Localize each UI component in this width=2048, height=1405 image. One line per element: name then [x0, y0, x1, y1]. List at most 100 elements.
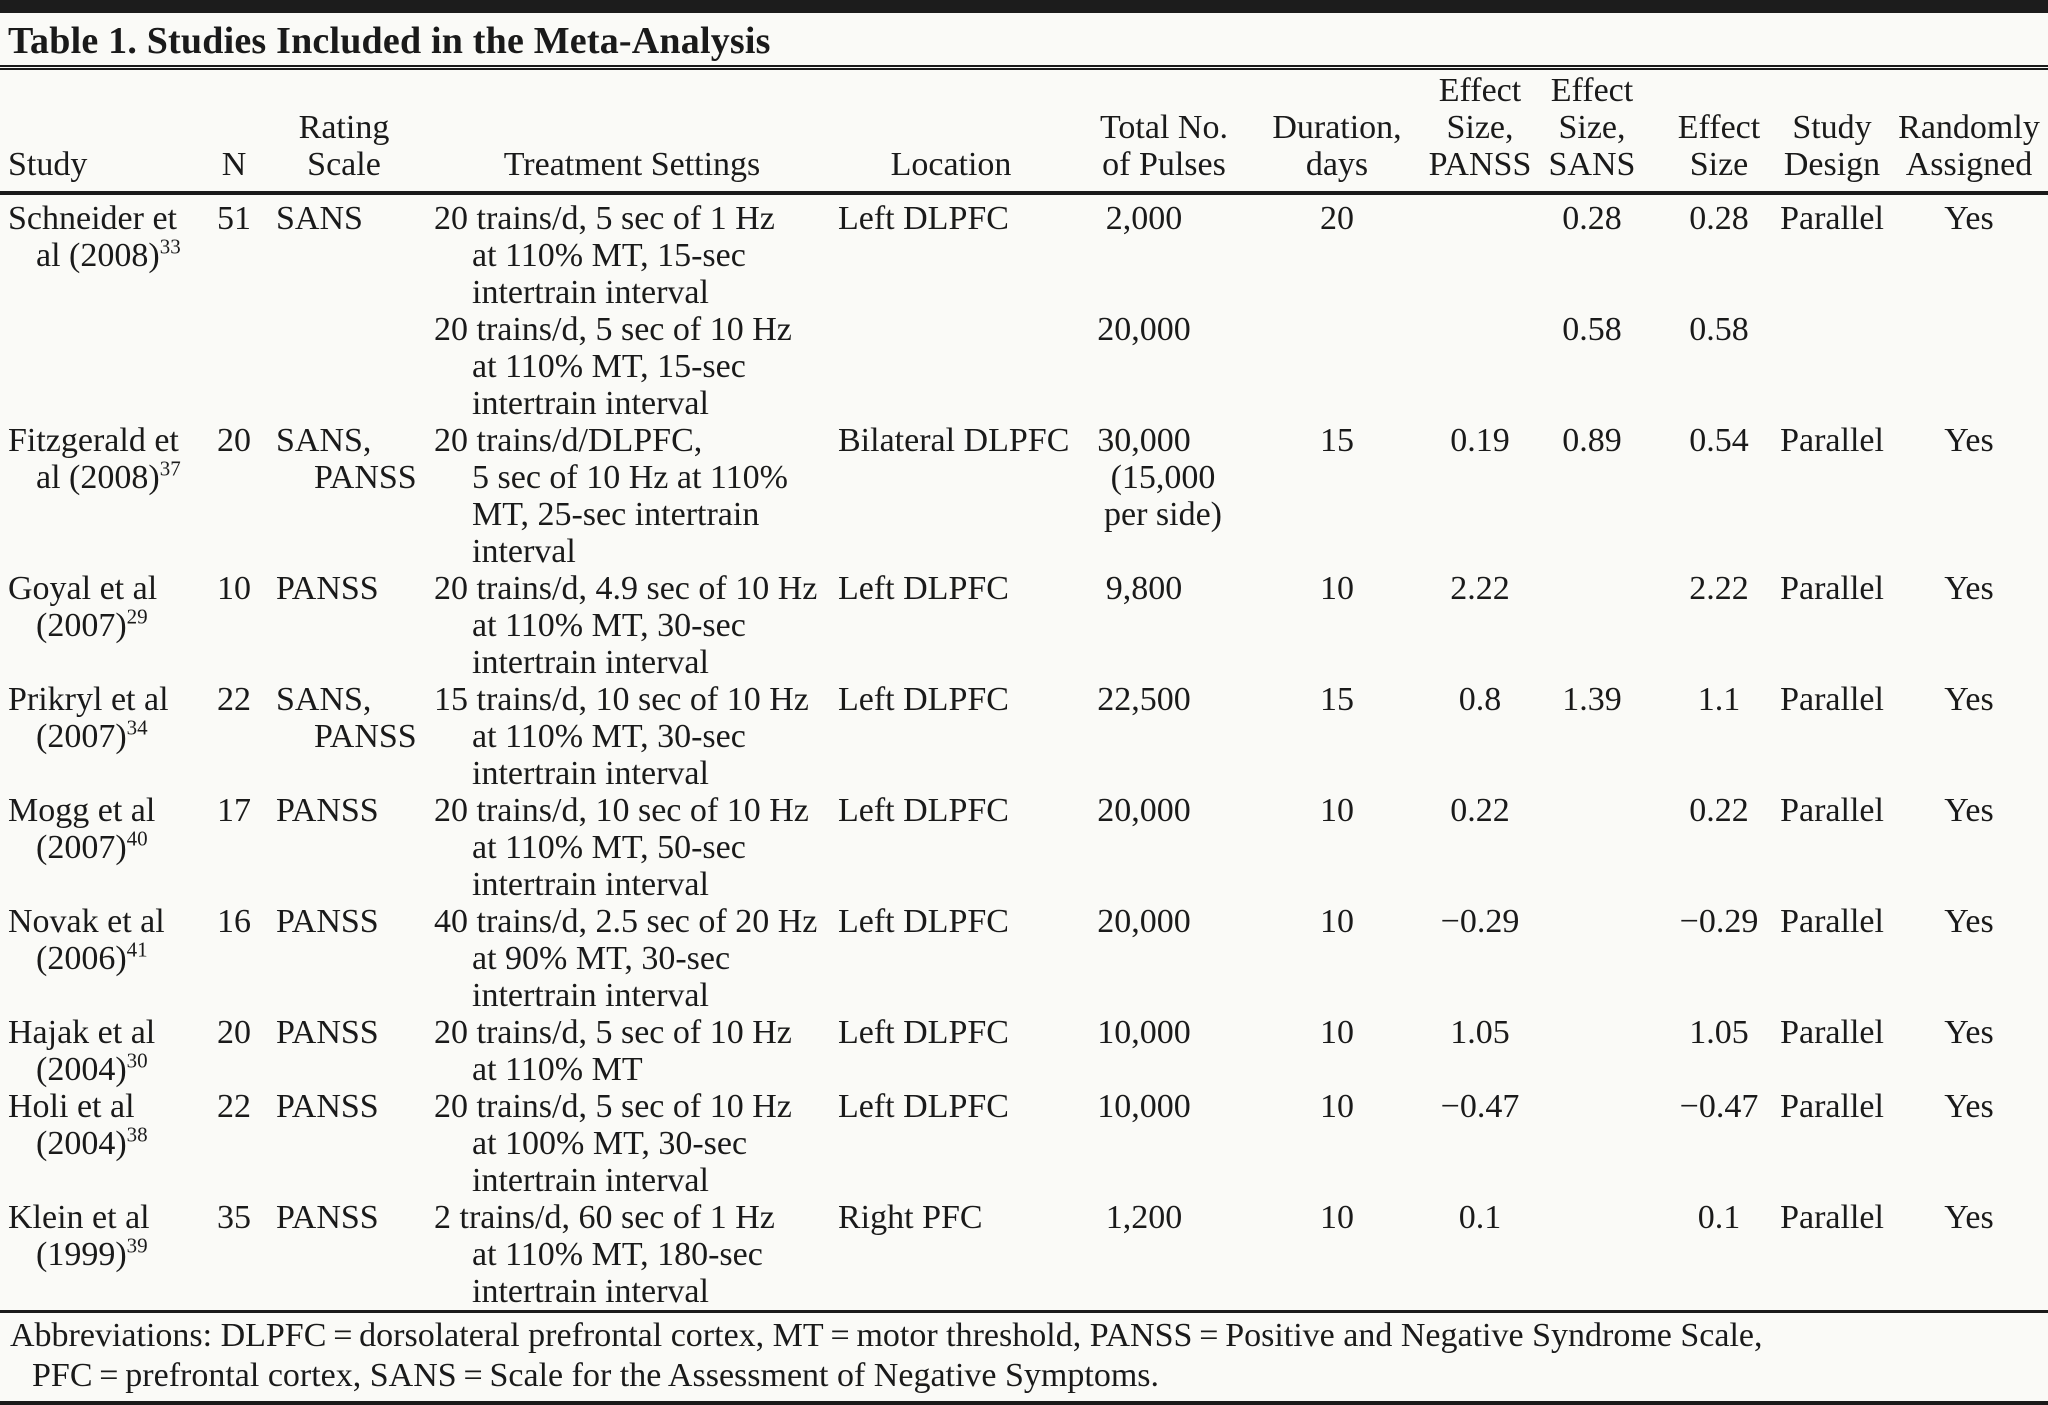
- cell-rating-scale: PANSS: [260, 792, 428, 903]
- column-header-study-design: Study Design: [1774, 70, 1890, 195]
- cell-duration-days: 15: [1262, 681, 1412, 792]
- cell-rating-scale: PANSS: [260, 1088, 428, 1199]
- cell-line: per side): [1104, 496, 1223, 533]
- cell-line: 20 trains/d/DLPFC,: [434, 422, 703, 459]
- cell-line: Parallel: [1780, 570, 1884, 607]
- cell-line: Fitzgerald et: [8, 422, 179, 459]
- reference-superscript: 38: [126, 1122, 148, 1147]
- cell-effect-size-sans: 0.89: [1548, 422, 1664, 570]
- cell-line: of Pulses: [1102, 146, 1226, 183]
- studies-table: Study N Rating Scale Treatment Settings Locat…: [0, 70, 2048, 1313]
- cell-line: 16: [217, 903, 251, 940]
- cell-line: [1412, 200, 1548, 237]
- cell-effect-size-panss: −0.29: [1412, 903, 1548, 1014]
- cell-effect-size-sans: [1548, 570, 1664, 681]
- cell-line: PANSS: [276, 1088, 379, 1125]
- cell-line: 2.22: [1450, 570, 1510, 607]
- cell-effect-size-sans: [1548, 903, 1664, 1014]
- column-header-randomly-assigned: Randomly Assigned: [1890, 70, 2048, 195]
- table-row: Goyal et al (2007)29 10 PANSS 20 trains/d, 4…: [0, 570, 2048, 681]
- cell-line: 0.54: [1689, 422, 1749, 459]
- cell-line: 9,800: [1105, 570, 1183, 607]
- cell-line: 20 trains/d, 10 sec of 10 Hz: [434, 792, 809, 829]
- cell-line: Right PFC: [838, 1199, 983, 1236]
- cell-treatment-settings: 20 trains/d, 5 sec of 10 Hz at 110% MT: [428, 1014, 836, 1088]
- cell-line: intertrain interval: [472, 1273, 709, 1310]
- cell-n: 20: [208, 1014, 260, 1088]
- cell-effect-size-sans: [1548, 1199, 1664, 1313]
- cell-n: 51: [208, 193, 260, 422]
- cell-line: [1548, 1199, 1636, 1236]
- cell-line: (2004)30: [36, 1048, 148, 1088]
- table-row: Hajak et al (2004)30 20 PANSS 20 trains/d, 5…: [0, 1014, 2048, 1088]
- cell-duration-days: 15: [1262, 422, 1412, 570]
- cell-line: 20 trains/d, 5 sec of 1 Hz: [434, 200, 775, 237]
- cell-study-design: Parallel: [1774, 1199, 1890, 1313]
- cell-line: Size: [1689, 146, 1749, 183]
- cell-location: Left DLPFC: [836, 193, 1066, 422]
- cell-line: Left DLPFC: [838, 200, 1009, 237]
- cell-effect-size-panss: 2.22: [1412, 570, 1548, 681]
- cell-line: (1999)39: [36, 1233, 148, 1273]
- reference-superscript: 33: [159, 234, 181, 259]
- table-title: Table 1. Studies Included in the Meta-An…: [8, 20, 771, 62]
- cell-line: Parallel: [1780, 200, 1884, 237]
- cell-location: Left DLPFC: [836, 681, 1066, 792]
- cell-effect-size-sans: 0.28 0.58: [1548, 193, 1664, 422]
- cell-line: 0.58: [1689, 311, 1749, 348]
- table-row: Novak et al (2006)41 16 PANSS 40 trains/d, 2…: [0, 903, 2048, 1014]
- cell-duration-days: 10: [1262, 1088, 1412, 1199]
- reference-superscript: 30: [126, 1048, 148, 1073]
- cell-line: intertrain interval: [472, 866, 709, 903]
- cell-line: 15: [1320, 681, 1354, 718]
- cell-randomly-assigned: Yes: [1890, 681, 2048, 792]
- cell-line: 20: [217, 1014, 251, 1051]
- cell-line: SANS,: [276, 681, 372, 718]
- cell-n: 10: [208, 570, 260, 681]
- cell-study: Holi et al (2004)38: [0, 1088, 208, 1199]
- cell-line: Hajak et al: [8, 1014, 156, 1051]
- cell-effect-size-panss: 0.8: [1412, 681, 1548, 792]
- cell-line: 2.22: [1689, 570, 1749, 607]
- cell-line: 1.05: [1689, 1014, 1749, 1051]
- cell-rating-scale: PANSS: [260, 1199, 428, 1313]
- cell-line: Prikryl et al: [8, 681, 169, 718]
- cell-line: 0.19: [1450, 422, 1510, 459]
- cell-line: 20,000: [1097, 792, 1191, 829]
- cell-study: Schneider et al (2008)33: [0, 193, 208, 422]
- cell-line: at 110% MT, 50-sec: [472, 829, 746, 866]
- cell-randomly-assigned: Yes: [1890, 903, 2048, 1014]
- cell-duration-days: 10: [1262, 903, 1412, 1014]
- cell-line: 30,000: [1097, 422, 1191, 459]
- cell-line: Yes: [1944, 422, 1994, 459]
- cell-line: 10: [1320, 1199, 1354, 1236]
- cell-treatment-settings: 20 trains/d, 5 sec of 10 Hz at 100% MT, 3…: [428, 1088, 836, 1199]
- cell-line: [1548, 1014, 1636, 1051]
- cell-line: [1066, 237, 1222, 274]
- cell-effect-size-sans: [1548, 1088, 1664, 1199]
- table-row: Holi et al (2004)38 22 PANSS 20 trains/d, 5 …: [0, 1088, 2048, 1199]
- cell-study-design: Parallel: [1774, 1088, 1890, 1199]
- cell-randomly-assigned: Yes: [1890, 1014, 2048, 1088]
- cell-treatment-settings: 15 trains/d, 10 sec of 10 Hz at 110% MT, …: [428, 681, 836, 792]
- cell-total-pulses: 2,000 20,000: [1066, 193, 1262, 422]
- cell-line: 17: [217, 792, 251, 829]
- cell-effect-size: 0.54: [1664, 422, 1774, 570]
- cell-study-design: Parallel: [1774, 193, 1890, 422]
- cell-line: Total No.: [1100, 109, 1228, 146]
- cell-line: 2 trains/d, 60 sec of 1 Hz: [434, 1199, 775, 1236]
- cell-line: at 100% MT, 30-sec: [472, 1125, 748, 1162]
- cell-line: PANSS: [276, 903, 379, 940]
- cell-line: [1664, 274, 1774, 311]
- cell-line: Parallel: [1780, 1014, 1884, 1051]
- cell-line: −0.47: [1440, 1088, 1520, 1125]
- cell-line: 10: [1320, 1014, 1354, 1051]
- cell-line: Yes: [1944, 1014, 1994, 1051]
- cell-n: 20: [208, 422, 260, 570]
- cell-study: Klein et al (1999)39: [0, 1199, 208, 1313]
- reference-superscript: 40: [126, 826, 148, 851]
- cell-line: (2004)38: [36, 1122, 148, 1162]
- cell-study-design: Parallel: [1774, 903, 1890, 1014]
- cell-line: Yes: [1944, 792, 1994, 829]
